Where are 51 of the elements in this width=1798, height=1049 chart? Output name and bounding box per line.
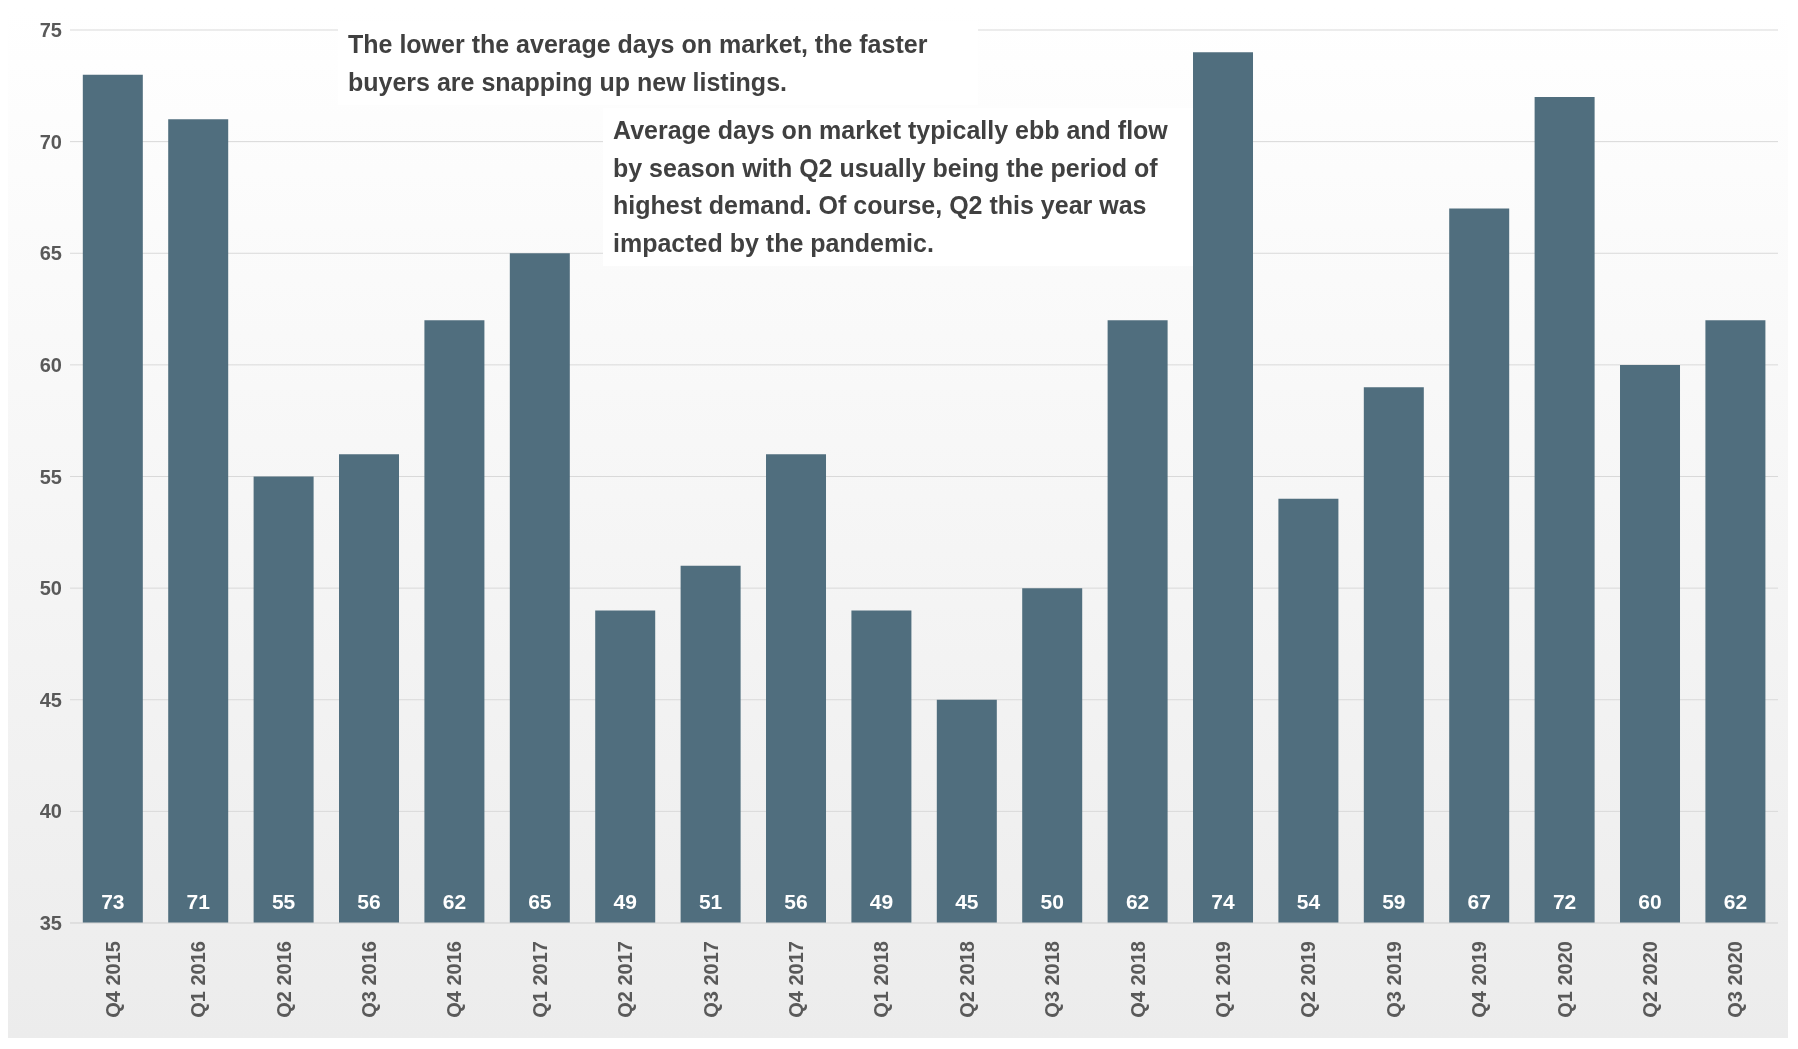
data-label: 62 [442,889,467,913]
x-tick-label: Q2 2018 [955,941,978,1018]
x-tick-label: Q2 2020 [1638,941,1661,1018]
data-label: 59 [1382,889,1406,913]
x-tick-label: Q2 2019 [1297,941,1320,1018]
x-tick-label: Q4 2017 [784,941,807,1018]
x-tick-label: Q1 2019 [1211,941,1234,1018]
data-label: 67 [1467,889,1491,913]
y-tick-label: 50 [39,577,62,600]
data-label: 45 [955,889,979,913]
annotation: Average days on market typically ebb and flow by season with Q2 usually being the period of highest demand. Of course, Q2 this year was impacted by the pandemic. [603,108,1193,266]
data-label: 56 [357,889,381,913]
y-tick-label: 45 [39,688,62,711]
x-tick-label: Q3 2017 [699,941,722,1018]
x-tick-label: Q4 2018 [1126,941,1149,1018]
data-label: 73 [101,889,125,913]
y-tick-label: 35 [39,912,62,935]
data-label: 50 [1040,889,1064,913]
data-label: 54 [1296,889,1321,913]
x-tick-label: Q1 2017 [528,941,551,1018]
x-tick-label: Q3 2018 [1041,941,1064,1018]
x-tick-label: Q4 2016 [443,941,466,1018]
y-tick-label: 55 [39,465,62,488]
y-tick-label: 65 [39,242,62,265]
x-tick-label: Q1 2016 [187,941,210,1018]
data-label: 62 [1723,889,1748,913]
x-tick-label: Q4 2019 [1468,941,1491,1018]
y-tick-label: 40 [39,800,62,823]
y-tick-label: 70 [39,130,62,153]
data-label: 71 [186,889,211,913]
data-label: 65 [528,889,552,913]
y-tick-label: 75 [39,19,62,42]
x-tick-label: Q2 2016 [272,941,295,1018]
data-label: 55 [271,889,296,913]
data-label: 49 [869,889,894,913]
x-tick-label: Q3 2020 [1724,941,1747,1018]
data-label: 60 [1638,889,1662,913]
x-tick-label: Q1 2018 [870,941,893,1018]
data-label: 62 [1125,889,1150,913]
x-tick-label: Q1 2020 [1553,941,1576,1018]
x-tick-label: Q4 2015 [101,941,124,1018]
data-label: 74 [1211,889,1236,913]
x-tick-label: Q3 2019 [1382,941,1405,1018]
x-tick-label: Q3 2016 [357,941,380,1018]
annotation: The lower the average days on market, the faster buyers are snapping up new listings. [338,22,978,105]
data-label: 72 [1552,889,1577,913]
data-label: 51 [698,889,723,913]
data-label: 49 [613,889,637,913]
y-tick-label: 60 [39,353,62,376]
data-label: 56 [784,889,808,913]
x-tick-label: Q2 2017 [614,941,637,1018]
